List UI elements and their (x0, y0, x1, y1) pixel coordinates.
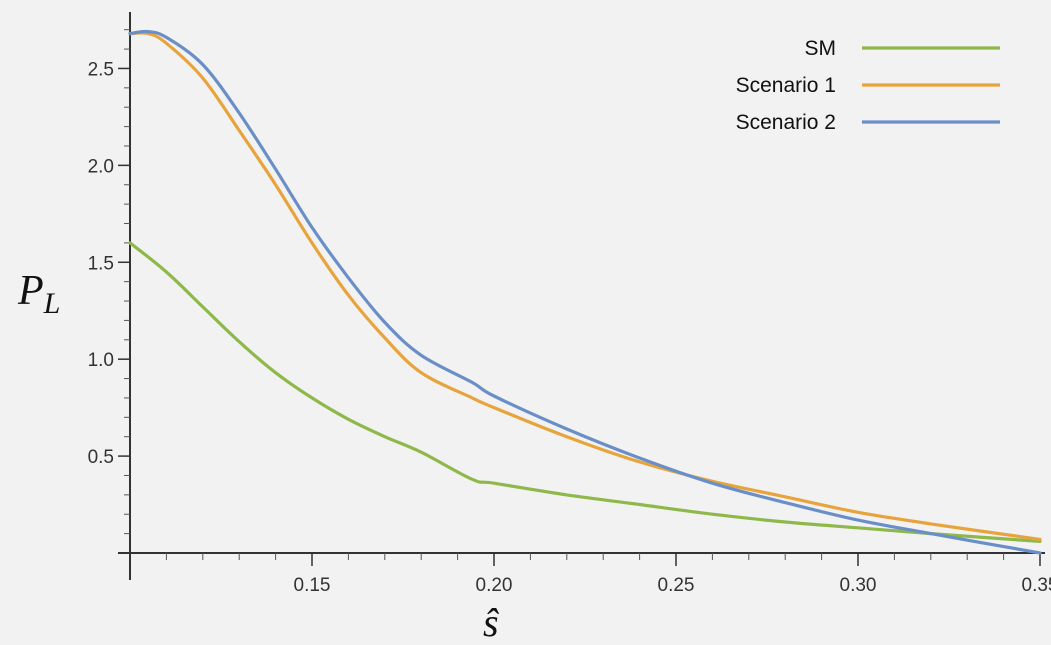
y-tick-label: 2.5 (88, 59, 114, 80)
x-tick-label: 0.20 (476, 575, 513, 596)
legend: SM Scenario 1 Scenario 2 (736, 37, 1000, 134)
series-line-sm (128, 241, 1042, 543)
x-tick-label: 0.25 (658, 575, 695, 596)
x-tick-label: 0.15 (294, 575, 331, 596)
x-tick-label: 0.30 (840, 575, 877, 596)
y-tick-label: 0.5 (88, 447, 114, 468)
axes: 0.15 0.20 0.25 0.30 0.35 0.5 1.0 1.5 2.0 2.5 (88, 12, 1051, 596)
x-tick-label: 0.35 (1022, 575, 1051, 596)
y-tick-label: 1.5 (88, 253, 114, 274)
y-axis-label: PL (17, 268, 60, 320)
y-tick-label: 2.0 (88, 156, 114, 177)
y-tick-label: 1.0 (88, 350, 114, 371)
legend-label-scenario-1: Scenario 1 (736, 74, 836, 97)
legend-label-sm: SM (805, 37, 837, 60)
x-axis-label: ŝ (483, 600, 499, 645)
y-axis-label-subscript: L (43, 287, 61, 320)
y-axis-label-main: P (17, 268, 44, 314)
series-line-scenario-2 (128, 29, 1042, 555)
series-layer (128, 29, 1042, 555)
legend-label-scenario-2: Scenario 2 (736, 111, 836, 134)
series-line-scenario-1 (128, 31, 1042, 541)
